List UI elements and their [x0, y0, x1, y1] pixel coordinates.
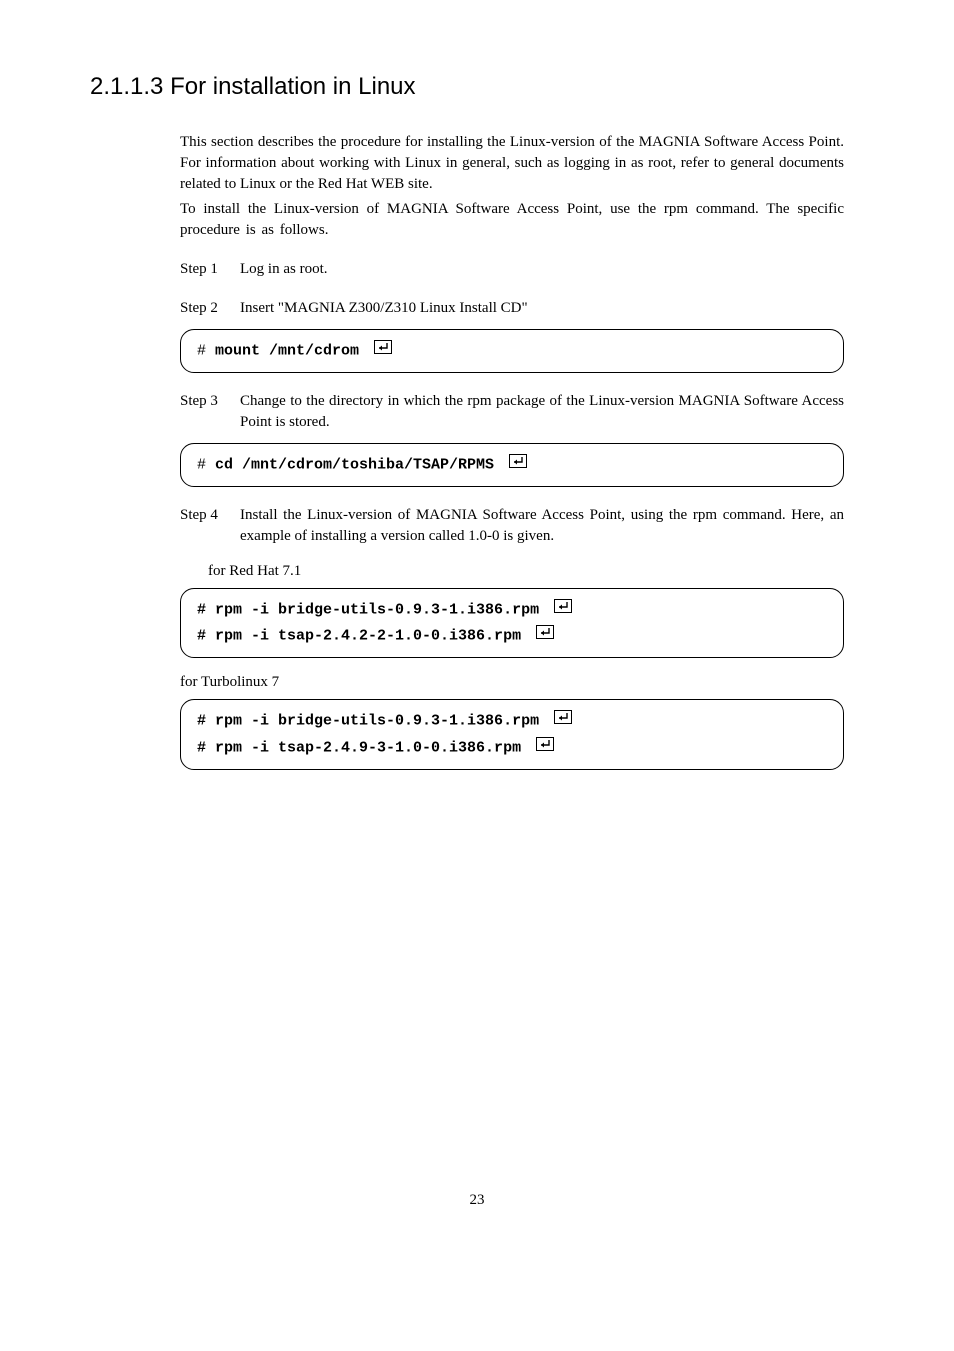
enter-key-icon — [509, 452, 527, 478]
enter-key-icon — [536, 735, 554, 761]
step-3: Step 3 Change to the directory in which … — [180, 391, 844, 433]
enter-key-icon — [374, 338, 392, 364]
intro-paragraph-2: To install the Linux-version of MAGNIA S… — [180, 199, 844, 241]
code-command: rpm -i bridge-utils-0.9.3-1.i386.rpm — [215, 713, 539, 730]
intro-paragraph-1: This section describes the procedure for… — [180, 132, 844, 195]
redhat-label: for Red Hat 7.1 — [208, 561, 844, 582]
enter-key-icon — [536, 623, 554, 649]
code-box-cd: # cd /mnt/cdrom/toshiba/TSAP/RPMS — [180, 443, 844, 487]
code-prefix: # — [197, 602, 215, 619]
code-command: cd /mnt/cdrom/toshiba/TSAP/RPMS — [215, 457, 494, 474]
code-prefix: # — [197, 342, 215, 359]
code-box-turbolinux: # rpm -i bridge-utils-0.9.3-1.i386.rpm #… — [180, 699, 844, 769]
code-prefix: # — [197, 628, 215, 645]
code-command: rpm -i tsap-2.4.2-2-1.0-0.i386.rpm — [215, 628, 521, 645]
step-4: Step 4 Install the Linux-version of MAGN… — [180, 505, 844, 547]
step-2-label: Step 2 — [180, 298, 240, 319]
page-number: 23 — [90, 1190, 864, 1211]
section-heading: 2.1.1.3 For installation in Linux — [90, 70, 864, 104]
code-box-mount: # mount /mnt/cdrom — [180, 329, 844, 373]
code-box-redhat: # rpm -i bridge-utils-0.9.3-1.i386.rpm #… — [180, 588, 844, 658]
enter-key-icon — [554, 708, 572, 734]
step-2-text: Insert "MAGNIA Z300/Z310 Linux Install C… — [240, 298, 844, 319]
step-3-text: Change to the directory in which the rpm… — [240, 391, 844, 433]
step-1: Step 1 Log in as root. — [180, 259, 844, 280]
turbolinux-label: for Turbolinux 7 — [180, 672, 844, 693]
code-command: rpm -i tsap-2.4.9-3-1.0-0.i386.rpm — [215, 739, 521, 756]
step-4-text: Install the Linux-version of MAGNIA Soft… — [240, 505, 844, 547]
step-4-label: Step 4 — [180, 505, 240, 547]
code-prefix: # — [197, 739, 215, 756]
code-command: mount /mnt/cdrom — [215, 342, 359, 359]
step-1-label: Step 1 — [180, 259, 240, 280]
step-2: Step 2 Insert "MAGNIA Z300/Z310 Linux In… — [180, 298, 844, 319]
body-content: This section describes the procedure for… — [180, 132, 844, 770]
code-prefix: # — [197, 713, 215, 730]
step-1-text: Log in as root. — [240, 259, 844, 280]
code-prefix: # — [197, 457, 215, 474]
enter-key-icon — [554, 597, 572, 623]
code-command: rpm -i bridge-utils-0.9.3-1.i386.rpm — [215, 602, 539, 619]
step-3-label: Step 3 — [180, 391, 240, 433]
